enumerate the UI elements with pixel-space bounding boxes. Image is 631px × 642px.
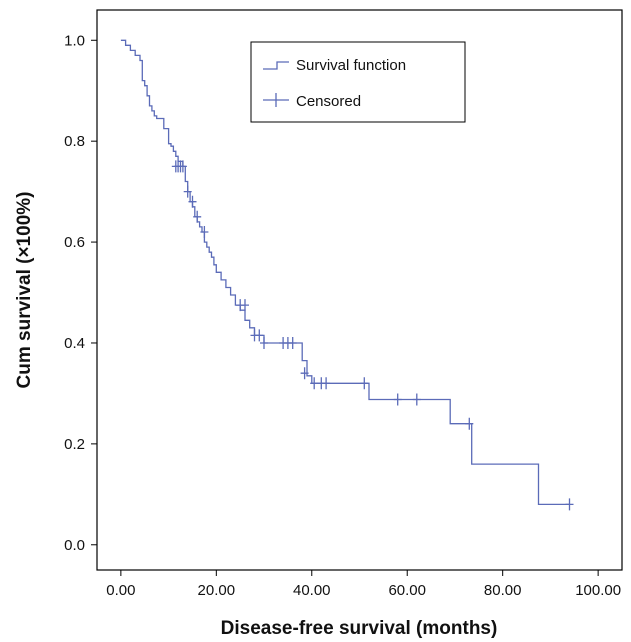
y-tick-label: 1.0 xyxy=(64,32,85,49)
x-tick-label: 60.00 xyxy=(388,582,426,599)
x-axis-title: Disease-free survival (months) xyxy=(221,618,498,639)
legend-box xyxy=(250,41,466,123)
censored-marker xyxy=(412,393,421,406)
legend: Survival function Censored xyxy=(250,41,466,123)
y-axis-ticks: 0.0 0.2 0.4 0.6 0.8 1.0 xyxy=(64,32,97,554)
censored-marker xyxy=(200,226,209,238)
censored-marker xyxy=(193,210,202,223)
censored-marker xyxy=(260,337,268,349)
censored-marker xyxy=(360,377,369,390)
censored-marker xyxy=(288,337,297,349)
x-tick-label: 20.00 xyxy=(198,582,236,599)
legend-survival-symbol xyxy=(263,61,289,70)
censored-markers xyxy=(171,160,574,511)
censored-marker xyxy=(465,417,474,430)
y-tick-label: 0.8 xyxy=(64,133,85,150)
y-tick-label: 0.4 xyxy=(64,335,85,352)
x-axis-ticks: 0.00 20.00 40.00 60.00 80.00 100.00 xyxy=(106,570,621,599)
y-tick-label: 0.0 xyxy=(64,537,85,554)
censored-marker xyxy=(565,498,574,511)
legend-censored-symbol xyxy=(263,93,289,107)
x-tick-label: 100.00 xyxy=(575,582,621,599)
censored-marker xyxy=(178,160,187,173)
y-axis-title: Cum survival (×100%) xyxy=(14,192,35,389)
censored-marker xyxy=(188,195,197,208)
x-tick-label: 40.00 xyxy=(293,582,331,599)
x-tick-label: 80.00 xyxy=(484,582,522,599)
y-tick-label: 0.2 xyxy=(64,436,85,453)
censored-marker xyxy=(255,329,264,342)
y-tick-label: 0.6 xyxy=(64,234,85,251)
legend-censored-label: Censored xyxy=(296,93,361,110)
censored-marker xyxy=(393,393,402,406)
censored-marker xyxy=(322,377,331,390)
censored-marker xyxy=(241,299,249,312)
censored-marker xyxy=(310,377,319,390)
censored-marker xyxy=(183,185,192,198)
plot-area-frame xyxy=(96,9,623,571)
censored-marker xyxy=(300,367,309,380)
x-tick-label: 0.00 xyxy=(106,582,135,599)
legend-survival-label: Survival function xyxy=(296,57,406,74)
